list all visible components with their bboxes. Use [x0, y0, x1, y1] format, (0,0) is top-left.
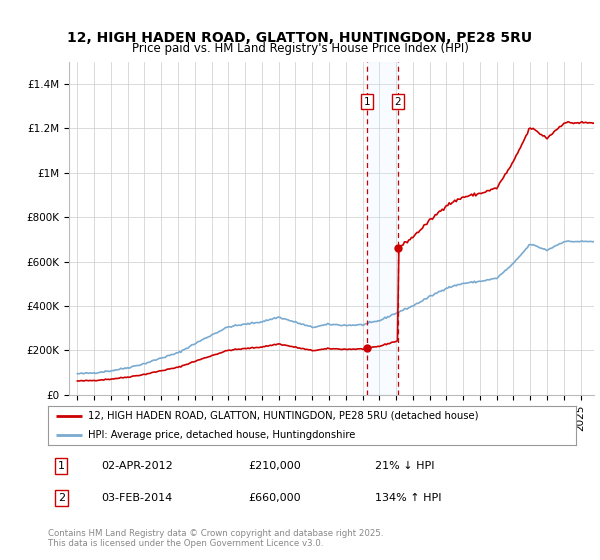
Text: 03-FEB-2014: 03-FEB-2014: [101, 493, 172, 503]
Text: 134% ↑ HPI: 134% ↑ HPI: [376, 493, 442, 503]
Text: 1: 1: [58, 461, 65, 471]
Text: HPI: Average price, detached house, Huntingdonshire: HPI: Average price, detached house, Hunt…: [88, 431, 355, 440]
Text: 2: 2: [394, 96, 401, 106]
Text: Price paid vs. HM Land Registry's House Price Index (HPI): Price paid vs. HM Land Registry's House …: [131, 42, 469, 55]
Text: Contains HM Land Registry data © Crown copyright and database right 2025.
This d: Contains HM Land Registry data © Crown c…: [48, 529, 383, 548]
Text: 02-APR-2012: 02-APR-2012: [101, 461, 173, 471]
Bar: [367, 62, 398, 395]
Text: 12, HIGH HADEN ROAD, GLATTON, HUNTINGDON, PE28 5RU (detached house): 12, HIGH HADEN ROAD, GLATTON, HUNTINGDON…: [88, 411, 478, 421]
Text: 21% ↓ HPI: 21% ↓ HPI: [376, 461, 435, 471]
Text: £660,000: £660,000: [248, 493, 301, 503]
Text: 2: 2: [58, 493, 65, 503]
Text: 12, HIGH HADEN ROAD, GLATTON, HUNTINGDON, PE28 5RU: 12, HIGH HADEN ROAD, GLATTON, HUNTINGDON…: [67, 30, 533, 45]
Text: 1: 1: [364, 96, 370, 106]
Text: £210,000: £210,000: [248, 461, 301, 471]
